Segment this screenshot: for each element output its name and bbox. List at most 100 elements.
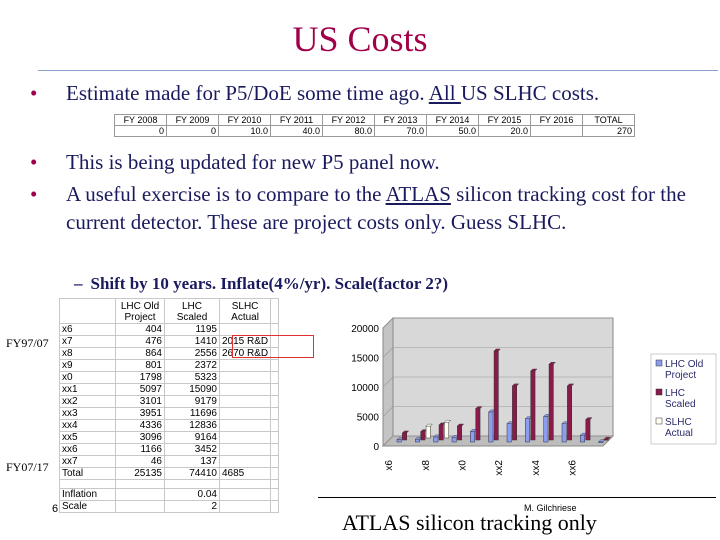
chart-bar [488,411,494,443]
sheet-cell [218,419,272,432]
bullet-text: This is being updated for new P5 panel n… [66,150,440,174]
sheet-cell: 2 [164,500,220,513]
fy-header-cell: FY 2011 [270,114,323,126]
sheet-cell: 4685 [218,467,272,480]
sheet-cell: 476 [115,335,165,348]
sheet-row: x9 801 2372 [59,359,280,372]
chart-bar-top [425,423,433,427]
footer-caption: ATLAS silicon tracking only [342,510,597,535]
label-fy07-17: FY07/17 [6,460,49,474]
sheet-cell [218,371,272,384]
fy-header-cell: FY 2009 [166,114,219,126]
sheet-cell: 2372 [164,359,220,372]
fy-header-cell: FY 2016 [530,114,583,126]
chart-bar [433,436,439,443]
legend-swatch [655,388,663,396]
chart-bar [420,431,426,441]
chart-bar [457,425,462,441]
chart-bar [475,408,481,441]
fy-header-cell: TOTAL [582,114,635,126]
sheet-cell: 5097 [115,383,165,396]
sheet-cell [218,323,272,336]
chart-y-tick-label: 10000 [351,383,379,394]
fy-value-cell: 0 [166,125,219,137]
sheet-row: xx1 5097 15090 [59,383,280,396]
bullet-glyph: • [30,182,38,206]
sheet-cell [115,500,165,513]
chart-bar [530,370,536,441]
sheet-cell [115,479,165,489]
bullet-text: Estimate made for P5/DoE some time ago. … [66,81,600,105]
sub-bullet: – Shift by 10 years. Inflate(4%/yr). Scal… [74,274,448,294]
sheet-cell [270,455,280,468]
chart-x-tick-label: xx4 [531,460,542,476]
chart-y-tick-label: 15000 [351,354,379,365]
chart-bar [585,419,591,441]
chart-bar [444,421,450,439]
fy-header-cell: FY 2015 [478,114,531,126]
sheet-cell: Total [59,467,116,480]
chart-bar [548,364,554,441]
footer-author: M. Gilchriese [524,503,577,513]
sheet-cell: xx7 [59,455,116,468]
sheet-cell: 15090 [164,383,220,396]
sheet-cell [270,395,280,408]
sheet-cell [270,323,280,336]
chart-x-tick-label: xx2 [494,460,505,476]
chart-bar [561,423,567,443]
sheet-cell: 46 [115,455,165,468]
sheet-cell [270,359,280,372]
sheet-row: xx5 3096 9164 [59,431,280,444]
sheet-cell [218,488,272,501]
chart-bar [543,416,549,443]
sheet-row: x8 864 2556 2670 R&D [59,347,280,360]
sheet-cell: 801 [115,359,165,372]
sheet-cell: 3951 [115,407,165,420]
sheet-cell: 404 [115,323,165,336]
chart-bar-top [475,406,483,409]
chart-bar-top [443,420,452,423]
sub-bullet-text: Shift by 10 years. Inflate(4%/yr). Scale… [90,274,449,293]
sheet-cell: 1195 [164,323,220,336]
fy-value-cell: 40.0 [270,125,323,137]
sheet-cell: 864 [115,347,165,360]
fy-value-cell [530,125,583,137]
sheet-cell: x8 [59,347,116,360]
chart-bar [470,431,475,443]
sheet-row: xx4 4336 12836 [59,419,280,432]
sheet-footer-row: Scale 2 [59,500,280,513]
sheet-header-row: LHC Old Project LHC Scaled SLHC Actual [59,298,280,324]
bullet-glyph: • [30,150,38,174]
sheet-header-cell: LHC Scaled [164,298,220,324]
sheet-row: xx2 3101 9179 [59,395,280,408]
chart-bar [580,434,585,443]
sheet-cell [218,500,272,513]
sheet-cell [218,479,272,489]
sheet-cell [270,407,280,420]
sheet-cell: 1410 [164,335,220,348]
sheet-cell: 3101 [115,395,165,408]
sheet-cell [270,371,280,384]
sheet-cell [218,455,272,468]
chart-bar-top [493,348,501,352]
chart-y-tick-label: 0 [373,442,379,453]
fy-value-cell: 20.0 [478,125,531,137]
chart-bar [438,424,444,441]
page-number: 6 [52,503,59,515]
sheet-cell: x0 [59,371,116,384]
chart-bar [567,385,572,441]
bullet-text: A useful exercise is to compare to the A… [66,182,686,234]
fy-value-cell: 270 [582,125,635,137]
sheet-cell: 9164 [164,431,220,444]
sheet-cell [270,443,280,456]
chart-gridline [382,406,394,417]
label-fy97-07: FY97/07 [6,336,49,350]
sheet-cell: 74410 [164,467,220,480]
chart-y-tick-label: 20000 [351,324,379,335]
sheet-cell: 0.04 [164,488,220,501]
cost-bar-chart: 0 5000 10000 15000 20000 x6 x8 x0 xx2 xx4 xx6 LHC… [351,316,717,476]
sheet-row: xx3 3951 11696 [59,407,280,420]
sheet-cell: 12836 [164,419,220,432]
sheet-cell: 2556 [164,347,220,360]
sheet-cell: Scale [59,500,116,513]
